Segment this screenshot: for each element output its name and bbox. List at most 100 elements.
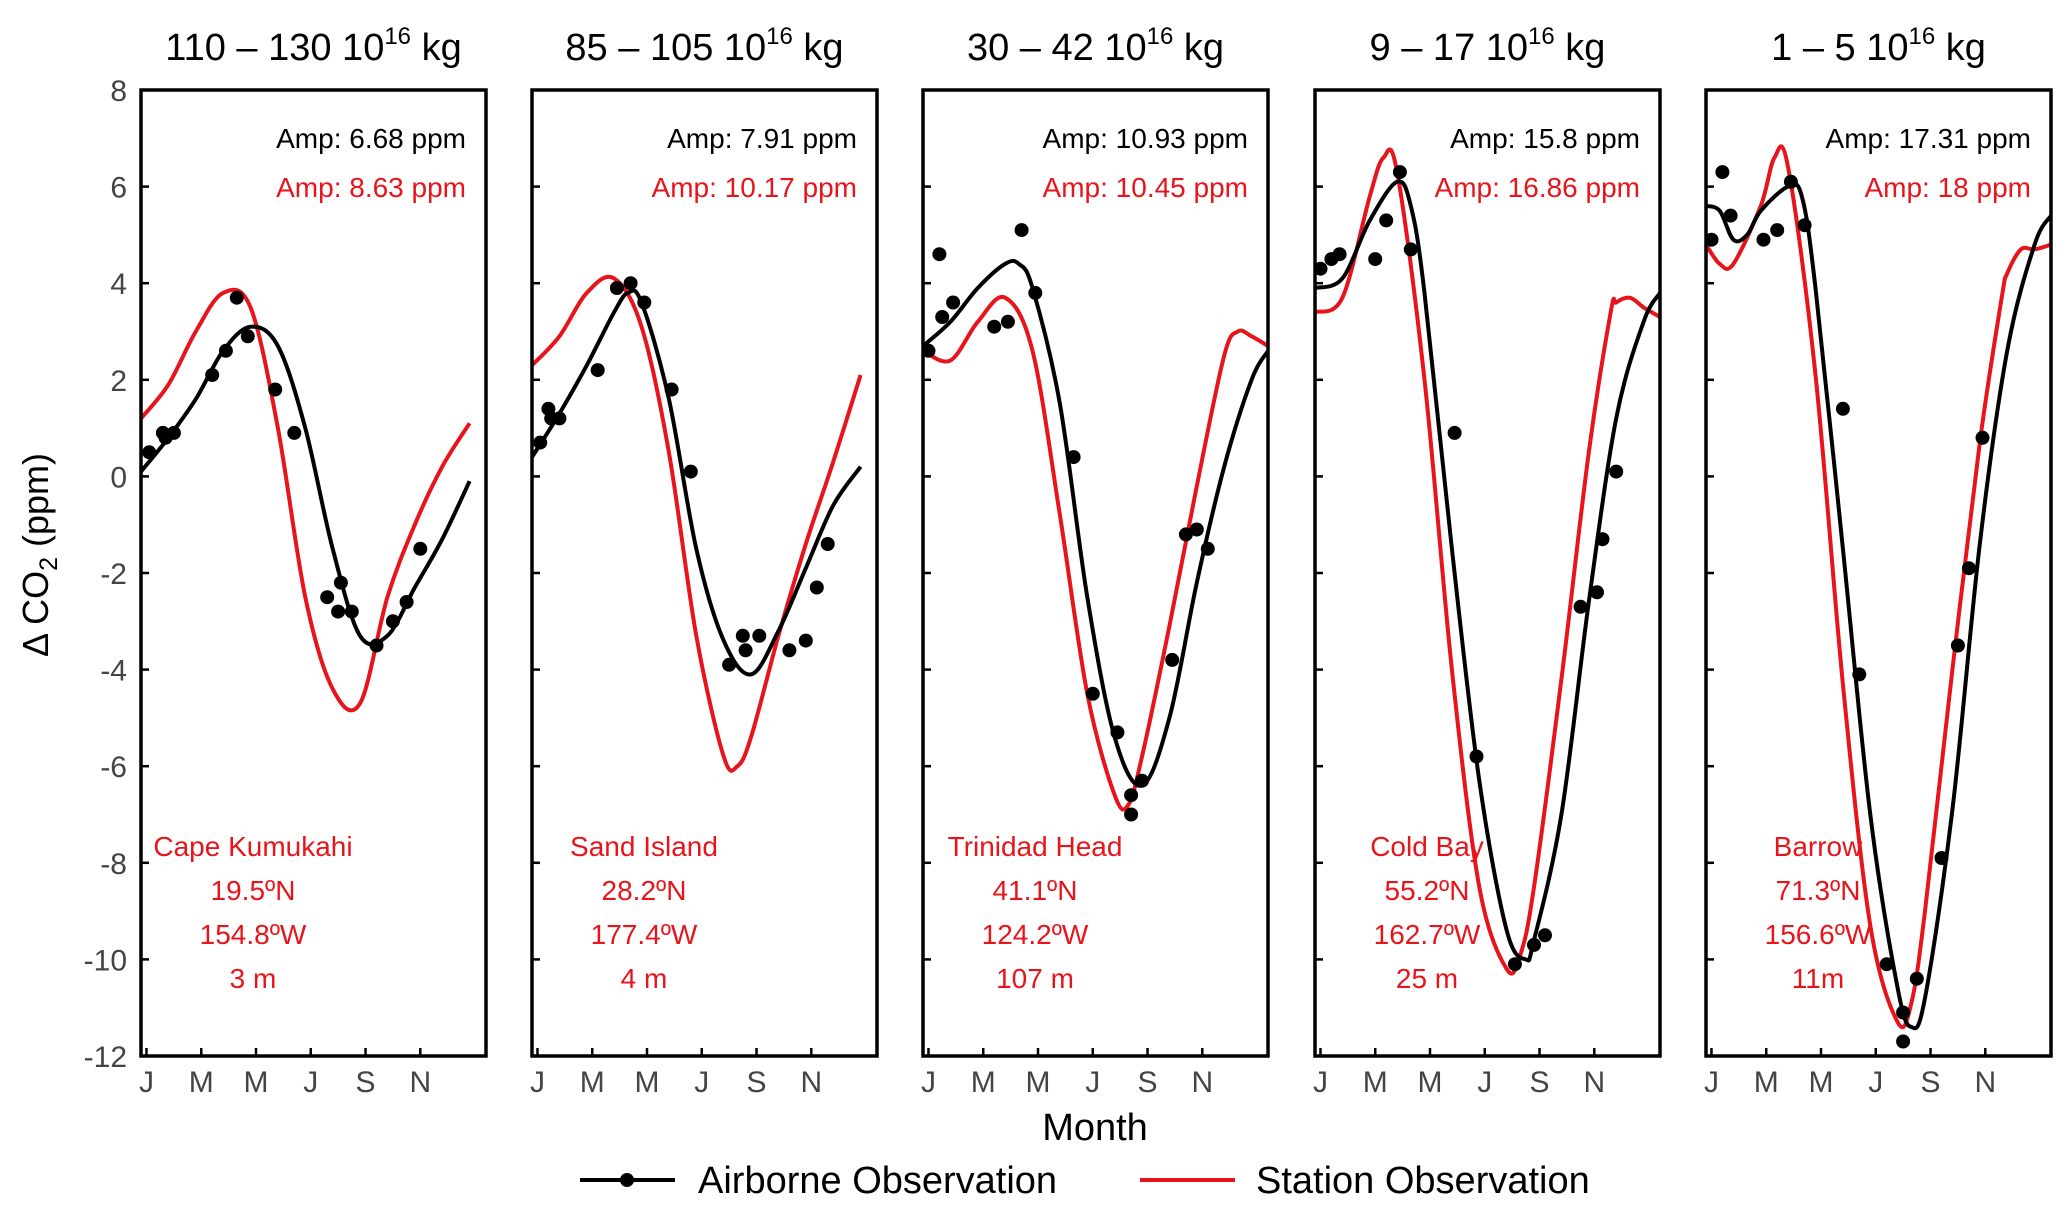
station-curve — [1315, 147, 1660, 976]
x-tick-label: S — [1138, 1066, 1158, 1099]
x-tick-label: J — [1313, 1066, 1328, 1099]
airborne-point — [987, 319, 1002, 334]
airborne-point — [1014, 223, 1029, 238]
airborne-point — [1507, 957, 1522, 972]
airborne-point — [1609, 464, 1624, 479]
amp-station-label: Amp: 8.63 ppm — [276, 172, 466, 203]
site-longitude: 124.2ºW — [982, 919, 1089, 950]
airborne-point — [923, 343, 936, 358]
airborne-point — [1124, 788, 1139, 803]
airborne-point — [1165, 652, 1180, 667]
airborne-point — [1392, 165, 1407, 180]
airborne-point — [1896, 1005, 1911, 1020]
x-tick-label: J — [303, 1066, 318, 1099]
airborne-point — [1975, 430, 1990, 445]
airborne-point — [1590, 585, 1604, 600]
x-tick-label: M — [1418, 1066, 1443, 1099]
y-axis-title-subscript: 2 — [35, 557, 63, 571]
amp-airborne-label: Amp: 10.93 ppm — [1043, 123, 1248, 154]
airborne-point — [1852, 667, 1867, 682]
x-tick-label: N — [1974, 1066, 1996, 1099]
panel-frame — [1704, 88, 2053, 1058]
airborne-point — [1028, 285, 1043, 300]
panel-title-unit: kg — [1935, 27, 1986, 69]
station-curve — [923, 294, 1268, 812]
panel-frame — [1313, 88, 1662, 1058]
airborne-point — [1332, 247, 1347, 262]
panel-title-exponent: 16 — [1528, 23, 1555, 50]
airborne-point — [1783, 174, 1798, 189]
site-longitude: 177.4ºW — [591, 919, 698, 950]
panel-title: 85 – 105 1016 kg — [565, 23, 843, 69]
airborne-point — [331, 604, 346, 619]
amp-airborne-label: Amp: 17.31 ppm — [1826, 123, 2031, 154]
airborne-point — [623, 276, 638, 291]
panel-title-unit: kg — [793, 27, 844, 69]
site-altitude: 4 m — [621, 963, 668, 994]
x-tick-label: S — [747, 1066, 767, 1099]
panel-title-range: 110 – 130 10 — [165, 27, 384, 69]
airborne-point — [1469, 749, 1484, 764]
panel-title-exponent: 16 — [1147, 23, 1174, 50]
site-altitude: 11m — [1792, 963, 1844, 994]
airborne-point — [820, 537, 835, 551]
airborne-point — [142, 445, 157, 460]
airborne-point — [1961, 561, 1976, 576]
airborne-point — [1715, 165, 1730, 180]
y-tick-label: -10 — [84, 944, 127, 977]
legend-station-label: Station Observation — [1256, 1160, 1590, 1202]
y-tick-label: 0 — [110, 461, 127, 494]
y-tick-label: -12 — [84, 1041, 127, 1074]
airborne-point — [809, 580, 824, 595]
airborne-point — [722, 657, 737, 672]
x-tick-label: M — [1026, 1066, 1051, 1099]
airborne-point — [240, 329, 255, 344]
site-latitude: 55.2ºN — [1385, 875, 1470, 906]
amp-airborne-label: Amp: 6.68 ppm — [276, 123, 466, 154]
airborne-point — [413, 541, 428, 556]
x-tick-label: M — [1809, 1066, 1834, 1099]
airborne-point — [590, 363, 605, 378]
airborne-point — [320, 590, 335, 605]
panel-title: 1 – 5 1016 kg — [1771, 23, 1986, 69]
airborne-point — [946, 295, 961, 310]
plot-area — [923, 223, 1268, 822]
x-tick-label: N — [1583, 1066, 1605, 1099]
x-tick-label: J — [1085, 1066, 1100, 1099]
airborne-point — [533, 435, 548, 450]
x-tick-label: J — [1704, 1066, 1719, 1099]
airborne-point — [1879, 957, 1894, 972]
legend-airborne-label: Airborne Observation — [698, 1160, 1057, 1202]
x-axis-title: Month — [1042, 1107, 1148, 1149]
x-tick-label: M — [580, 1066, 605, 1099]
x-tick-label: J — [921, 1066, 936, 1099]
site-latitude: 71.3ºN — [1776, 875, 1861, 906]
amp-station-label: Amp: 18 ppm — [1864, 172, 2031, 203]
y-tick-label: 4 — [110, 268, 127, 301]
panel-frame — [921, 88, 1270, 1058]
x-tick-label: S — [1530, 1066, 1550, 1099]
airborne-point — [1538, 928, 1552, 943]
x-tick-label: J — [530, 1066, 545, 1099]
airborne-point — [1379, 213, 1394, 228]
x-tick-label: M — [1363, 1066, 1388, 1099]
airborne-point — [1706, 232, 1719, 247]
airborne-point — [205, 368, 220, 382]
panel-title-unit: kg — [1173, 27, 1224, 69]
airborne-point — [932, 247, 947, 262]
airborne-point — [1595, 532, 1610, 547]
site-name: Cape Kumukahi — [153, 831, 352, 862]
airborne-point — [637, 295, 652, 310]
panel-title-exponent: 16 — [766, 23, 793, 50]
plot-area — [1706, 144, 2051, 1049]
airborne-point — [1000, 314, 1015, 329]
y-axis-title-prefix: Δ CO — [15, 571, 56, 657]
y-tick-label: -6 — [100, 751, 127, 784]
amp-airborne-label: Amp: 7.91 ppm — [667, 123, 857, 154]
x-tick-label: J — [1477, 1066, 1492, 1099]
airborne-point — [752, 628, 767, 643]
airborne-curve — [532, 288, 863, 677]
legend-airborne-marker — [620, 1173, 634, 1187]
airborne-point — [735, 628, 750, 643]
